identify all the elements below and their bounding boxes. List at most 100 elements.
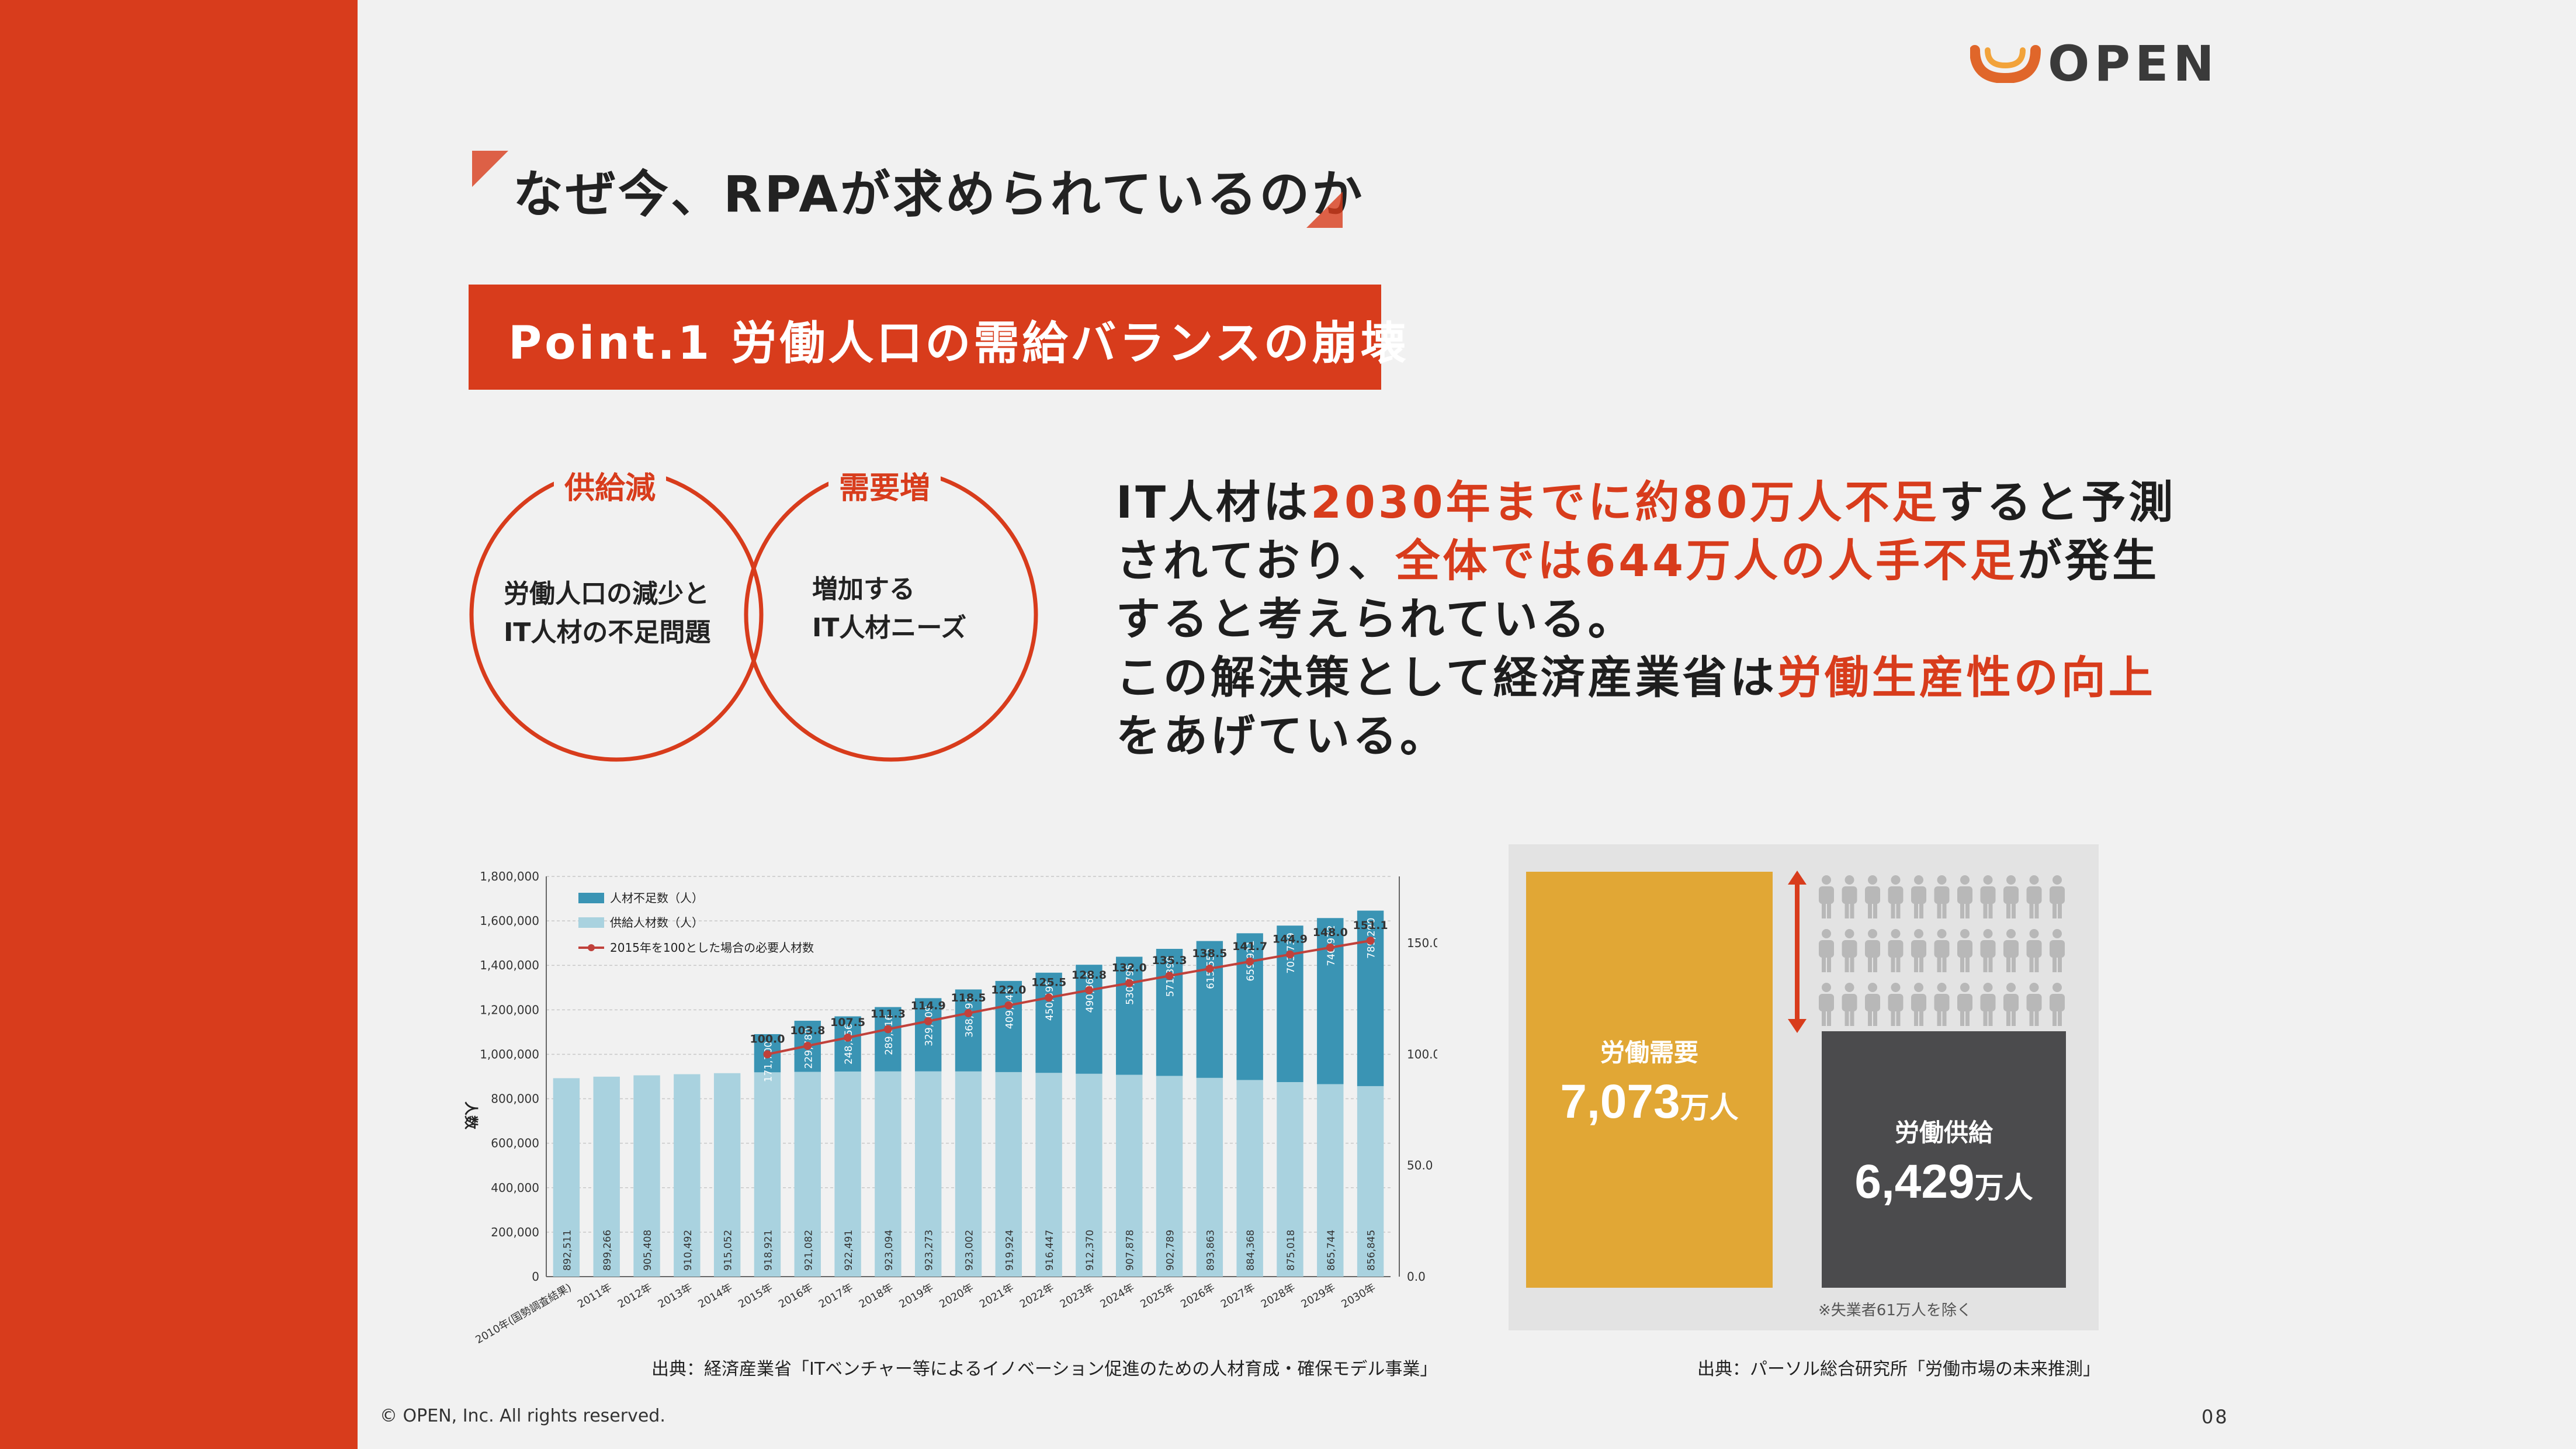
person-icon (1842, 929, 1857, 972)
person-icon (1957, 875, 1972, 918)
legend-swatch-shortage (578, 893, 604, 903)
x-tick-label: 2029年 (1299, 1281, 1338, 1311)
index-label: 148.0 (1313, 926, 1348, 939)
person-icon (1865, 983, 1880, 1026)
legend-shortage: 人材不足数（人） (610, 891, 703, 905)
bar-label-shortage: 329,109 (924, 1005, 935, 1046)
legend-index: 2015年を100とした場合の必要人材数 (610, 941, 814, 955)
x-tick-label: 2026年 (1178, 1281, 1217, 1311)
person-icon (1911, 875, 1926, 918)
index-point (803, 1041, 812, 1050)
bar-supply (1076, 1073, 1102, 1277)
bar-supply (914, 1071, 942, 1277)
bar-shortage (1035, 972, 1062, 1073)
venn-label-demand: 需要増 (828, 463, 941, 507)
bar-label-supply: 884,368 (1245, 1230, 1257, 1271)
bar-label-supply: 923,094 (883, 1230, 895, 1271)
bar-shortage (834, 1016, 861, 1072)
it-talent-chart: 0 200,000 400,000 600,000 800,000 1,000,000 1,… (463, 869, 1437, 1346)
person-icon (2026, 983, 2042, 1026)
labor-demand-value: 7,073万人 (1560, 1075, 1739, 1128)
index-label: 144.9 (1273, 933, 1308, 946)
legend-supply: 供給人材数（人） (610, 916, 703, 930)
logo-wordmark: OPEN (2048, 35, 2219, 92)
x-tick-label: 2013年 (656, 1281, 695, 1311)
index-point (924, 1017, 932, 1025)
index-label: 118.5 (951, 992, 986, 1004)
bar-label-supply: 856,845 (1366, 1230, 1378, 1271)
bar-label-supply: 899,266 (602, 1230, 613, 1271)
index-point (1205, 964, 1214, 973)
bar-supply (995, 1072, 1022, 1277)
index-point (1084, 986, 1093, 994)
person-icon (1888, 929, 1904, 972)
y-tick-label: 200,000 (491, 1225, 539, 1239)
index-label: 141.7 (1232, 940, 1267, 953)
highlight-it-shortage: 2030年までに約80万人不足 (1310, 476, 1940, 528)
index-label: 103.8 (790, 1024, 825, 1037)
bar-supply (1357, 1086, 1384, 1277)
title-corner-right-icon (1306, 192, 1343, 228)
person-icon (2003, 929, 2019, 972)
bar-label-supply: 923,273 (924, 1230, 935, 1271)
person-icon (1888, 875, 1904, 918)
labor-note: ※失業者61万人を除く (1818, 1302, 1972, 1319)
bar-shortage (914, 998, 942, 1072)
person-icon (1842, 875, 1857, 918)
index-point (1004, 1001, 1013, 1010)
bar-supply (1277, 1082, 1303, 1277)
person-icon (2026, 875, 2042, 918)
bar-shortage (1076, 965, 1102, 1074)
y-tick-label: 800,000 (491, 1092, 539, 1106)
person-icon (2050, 875, 2065, 918)
x-tick-label: 2022年 (1018, 1281, 1056, 1311)
index-line (767, 940, 1371, 1056)
bar-shortage (1116, 956, 1143, 1075)
bar-shortage (955, 989, 982, 1072)
person-icon (1865, 875, 1880, 918)
x-tick-label: 2014年 (696, 1281, 734, 1311)
y-tick-label: 0 (532, 1270, 539, 1284)
y-tick-label: 600,000 (491, 1136, 539, 1150)
y-tick-label: 1,200,000 (480, 1003, 539, 1017)
labor-demand-box: 労働需要 7,073万人 (1526, 872, 1773, 1288)
venn-text-demand: 増加する IT人材ニーズ (812, 574, 967, 643)
x-tick-label: 2028年 (1259, 1281, 1298, 1311)
person-icon (1934, 875, 1950, 918)
y-tick-label: 1,800,000 (480, 869, 539, 883)
index-label: 111.3 (871, 1007, 906, 1020)
highlight-total-shortage: 全体では644万人の人手不足 (1395, 535, 2018, 587)
legend-marker-index (588, 944, 595, 951)
bar-shortage (1156, 948, 1183, 1076)
bar-label-supply: 912,370 (1084, 1230, 1096, 1271)
person-icon (2003, 983, 2019, 1026)
index-label: 132.0 (1112, 962, 1147, 975)
person-icon (2026, 929, 2042, 972)
bar-supply (553, 1078, 580, 1277)
index-label: 100.0 (750, 1032, 785, 1045)
chart-source: 出典：経済産業省「ITベンチャー等によるイノベーション促進のための人材育成・確保… (651, 1359, 1438, 1379)
index-point (883, 1025, 892, 1034)
bar-label-supply: 921,082 (803, 1230, 814, 1271)
x-tick-label: 2020年 (937, 1281, 976, 1311)
venn-label-supply: 供給減 (554, 463, 667, 507)
bar-supply (875, 1071, 902, 1277)
bar-label-supply: 918,921 (762, 1230, 774, 1271)
y2-tick-label: 50.0 (1407, 1159, 1433, 1173)
bar-label-supply: 907,878 (1125, 1230, 1136, 1271)
highlight-productivity: 労働生産性の向上 (1777, 651, 2156, 703)
bar-supply (633, 1075, 660, 1277)
bar-supply (713, 1073, 741, 1277)
person-icon (1980, 875, 1996, 918)
y-tick-label: 1,000,000 (480, 1047, 539, 1061)
index-label: 138.5 (1192, 947, 1227, 960)
person-icon (1819, 875, 1834, 918)
bar-shortage (1196, 941, 1223, 1078)
point-banner (469, 285, 1381, 390)
y-tick-label: 1,600,000 (480, 914, 539, 928)
index-label: 125.5 (1031, 976, 1066, 989)
index-label: 151.1 (1353, 919, 1388, 932)
copyright: © OPEN, Inc. All rights reserved. (380, 1406, 665, 1426)
bar-label-shortage: 289,316 (883, 1014, 895, 1055)
index-point (1326, 943, 1334, 952)
